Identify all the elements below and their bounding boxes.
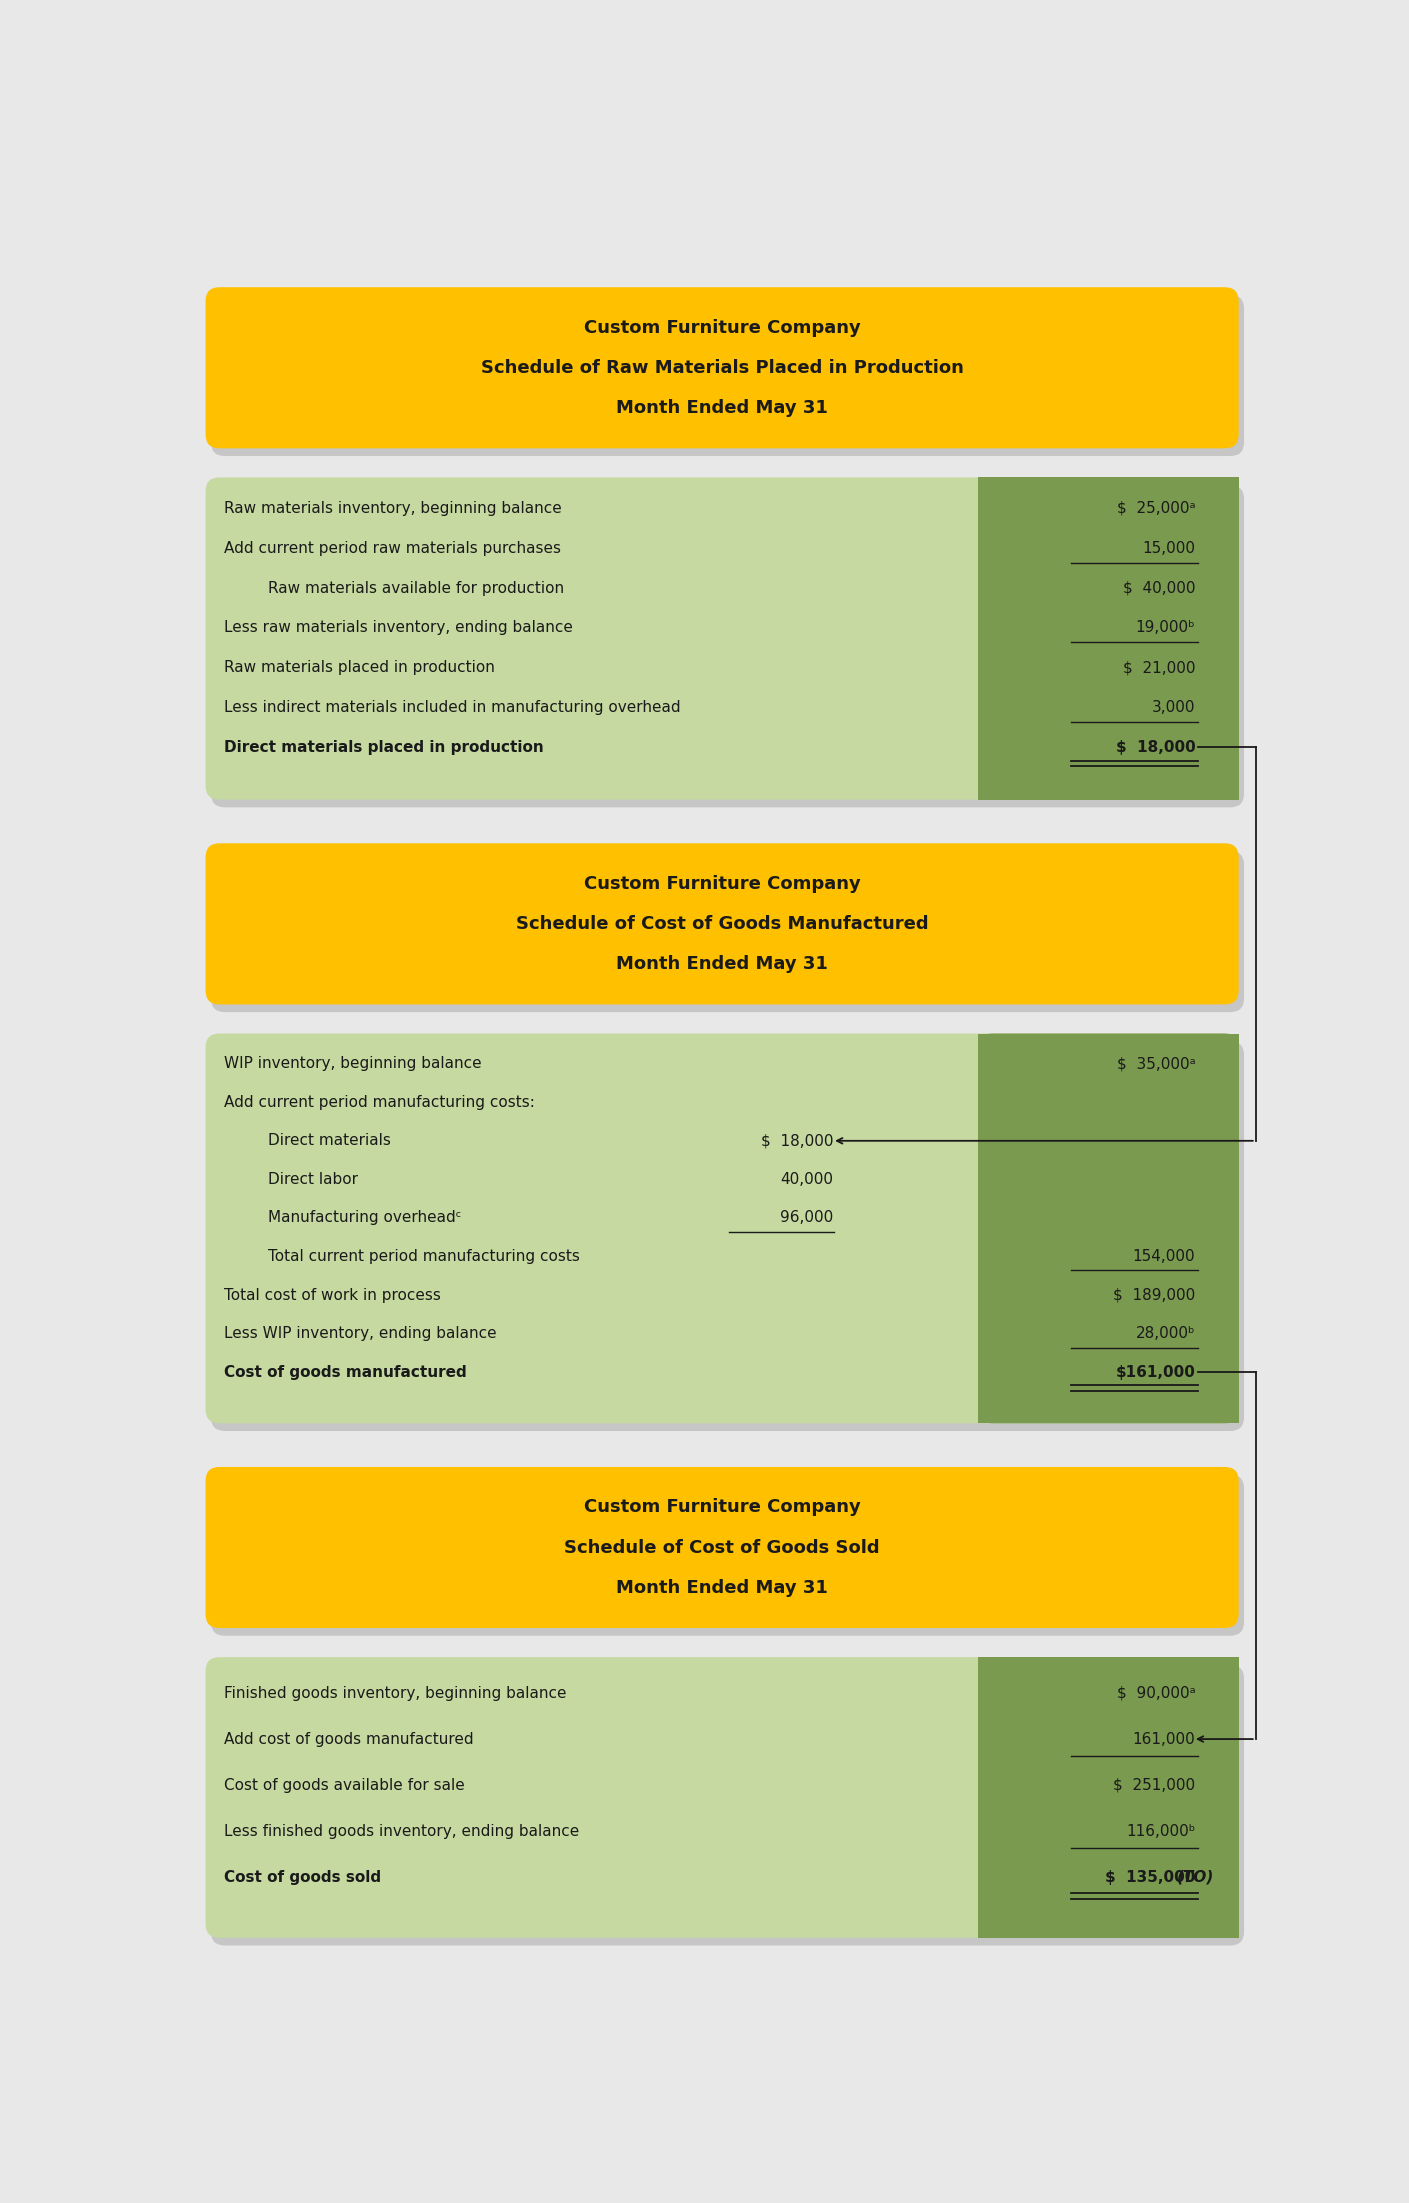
Text: Raw materials inventory, beginning balance: Raw materials inventory, beginning balan…	[224, 500, 566, 516]
Text: Month Ended May 31: Month Ended May 31	[616, 956, 828, 974]
FancyBboxPatch shape	[206, 1467, 1239, 1628]
Text: $  18,000: $ 18,000	[761, 1132, 834, 1148]
Text: Total cost of work in process: Total cost of work in process	[224, 1289, 441, 1302]
Text: $  90,000ᵃ: $ 90,000ᵃ	[1116, 1685, 1195, 1701]
Text: WIP inventory, beginning balance: WIP inventory, beginning balance	[224, 1055, 486, 1071]
Text: 154,000: 154,000	[1133, 1249, 1195, 1265]
Bar	[978, 1033, 998, 1423]
Text: Custom Furniture Company: Custom Furniture Company	[583, 319, 861, 337]
Bar	[978, 1657, 998, 1939]
Text: Add current period manufacturing costs:: Add current period manufacturing costs:	[224, 1095, 535, 1110]
Text: Raw materials available for production: Raw materials available for production	[268, 582, 564, 595]
Text: $  40,000: $ 40,000	[1123, 582, 1195, 595]
Text: $  189,000: $ 189,000	[1113, 1289, 1195, 1302]
Text: $  18,000: $ 18,000	[1116, 740, 1195, 756]
FancyBboxPatch shape	[206, 286, 1239, 449]
FancyBboxPatch shape	[206, 844, 1239, 1005]
Text: Schedule of Cost of Goods Sold: Schedule of Cost of Goods Sold	[564, 1538, 881, 1558]
Text: $  135,000: $ 135,000	[1105, 1870, 1195, 1884]
Text: Schedule of Cost of Goods Manufactured: Schedule of Cost of Goods Manufactured	[516, 914, 929, 932]
FancyBboxPatch shape	[211, 1042, 1244, 1432]
Text: 28,000ᵇ: 28,000ᵇ	[1136, 1326, 1195, 1342]
Text: Less indirect materials included in manufacturing overhead: Less indirect materials included in manu…	[224, 701, 681, 714]
FancyBboxPatch shape	[978, 1033, 1239, 1423]
Text: $  25,000ᵃ: $ 25,000ᵃ	[1117, 500, 1195, 516]
FancyBboxPatch shape	[206, 1657, 1239, 1939]
Text: Custom Furniture Company: Custom Furniture Company	[583, 875, 861, 892]
FancyBboxPatch shape	[206, 1033, 1239, 1423]
Text: Finished goods inventory, beginning balance: Finished goods inventory, beginning bala…	[224, 1685, 572, 1701]
Text: (TO): (TO)	[1178, 1870, 1215, 1884]
Text: 3,000: 3,000	[1151, 701, 1195, 714]
Text: Add current period raw materials purchases: Add current period raw materials purchas…	[224, 540, 566, 555]
Text: $  21,000: $ 21,000	[1123, 661, 1195, 674]
Text: $161,000: $161,000	[1116, 1366, 1195, 1379]
Text: Cost of goods sold: Cost of goods sold	[224, 1870, 386, 1884]
Text: Raw materials placed in production: Raw materials placed in production	[224, 661, 500, 674]
Text: Less finished goods inventory, ending balance: Less finished goods inventory, ending ba…	[224, 1824, 585, 1840]
Text: $  35,000ᵃ: $ 35,000ᵃ	[1116, 1055, 1195, 1071]
Polygon shape	[978, 1657, 1239, 1939]
FancyBboxPatch shape	[211, 485, 1244, 806]
FancyBboxPatch shape	[211, 850, 1244, 1011]
Text: Cost of goods available for sale: Cost of goods available for sale	[224, 1778, 465, 1793]
Text: 19,000ᵇ: 19,000ᵇ	[1136, 621, 1195, 634]
Text: Add cost of goods manufactured: Add cost of goods manufactured	[224, 1732, 479, 1747]
Text: Custom Furniture Company: Custom Furniture Company	[583, 1498, 861, 1516]
Text: Month Ended May 31: Month Ended May 31	[616, 1580, 828, 1597]
Text: Manufacturing overheadᶜ: Manufacturing overheadᶜ	[268, 1209, 461, 1225]
Text: Less raw materials inventory, ending balance: Less raw materials inventory, ending bal…	[224, 621, 578, 634]
Text: Direct labor: Direct labor	[268, 1172, 358, 1187]
Text: 15,000: 15,000	[1143, 540, 1195, 555]
Text: 161,000: 161,000	[1133, 1732, 1195, 1747]
FancyBboxPatch shape	[211, 1474, 1244, 1637]
FancyBboxPatch shape	[211, 295, 1244, 456]
Text: 116,000ᵇ: 116,000ᵇ	[1126, 1824, 1195, 1840]
Text: Less WIP inventory, ending balance: Less WIP inventory, ending balance	[224, 1326, 502, 1342]
Text: Direct materials: Direct materials	[268, 1132, 390, 1148]
FancyBboxPatch shape	[206, 478, 1239, 800]
Polygon shape	[978, 478, 1239, 800]
Text: Direct materials placed in production: Direct materials placed in production	[224, 740, 544, 756]
Bar	[978, 478, 998, 800]
FancyBboxPatch shape	[978, 1657, 1239, 1939]
Text: Month Ended May 31: Month Ended May 31	[616, 399, 828, 416]
Text: $  251,000: $ 251,000	[1113, 1778, 1195, 1793]
Text: 40,000: 40,000	[781, 1172, 834, 1187]
FancyBboxPatch shape	[978, 478, 1239, 800]
Text: Total current period manufacturing costs: Total current period manufacturing costs	[268, 1249, 585, 1265]
FancyBboxPatch shape	[211, 1665, 1244, 1945]
Polygon shape	[978, 1033, 1239, 1423]
Text: Schedule of Raw Materials Placed in Production: Schedule of Raw Materials Placed in Prod…	[480, 359, 964, 377]
Text: 96,000: 96,000	[781, 1209, 834, 1225]
Text: Cost of goods manufactured: Cost of goods manufactured	[224, 1366, 472, 1379]
